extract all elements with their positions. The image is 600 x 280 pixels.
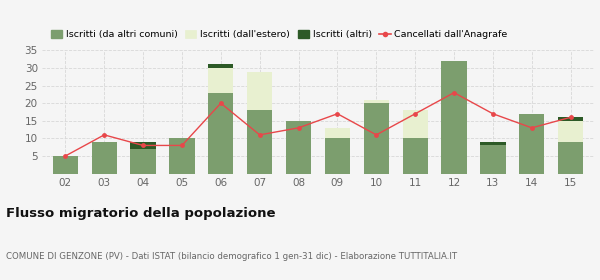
Bar [442,61,467,174]
Bar [519,114,544,174]
Bar [92,142,117,174]
Bar [169,138,194,174]
Bar [403,110,428,138]
Bar [558,121,583,142]
Bar [208,68,233,93]
Bar [325,138,350,174]
Bar [325,128,350,138]
Bar [208,93,233,174]
Bar [286,121,311,174]
Bar [480,142,506,145]
Bar [247,110,272,174]
Text: Flusso migratorio della popolazione: Flusso migratorio della popolazione [6,207,275,220]
Bar [130,149,156,174]
Bar [53,156,78,174]
Bar [403,138,428,174]
Bar [364,103,389,174]
Legend: Iscritti (da altri comuni), Iscritti (dall'estero), Iscritti (altri), Cancellati: Iscritti (da altri comuni), Iscritti (da… [47,27,512,43]
Bar [364,100,389,103]
Bar [130,142,156,149]
Bar [558,117,583,121]
Text: COMUNE DI GENZONE (PV) - Dati ISTAT (bilancio demografico 1 gen-31 dic) - Elabor: COMUNE DI GENZONE (PV) - Dati ISTAT (bil… [6,252,457,261]
Bar [247,71,272,110]
Bar [208,64,233,68]
Bar [480,145,506,174]
Bar [558,142,583,174]
